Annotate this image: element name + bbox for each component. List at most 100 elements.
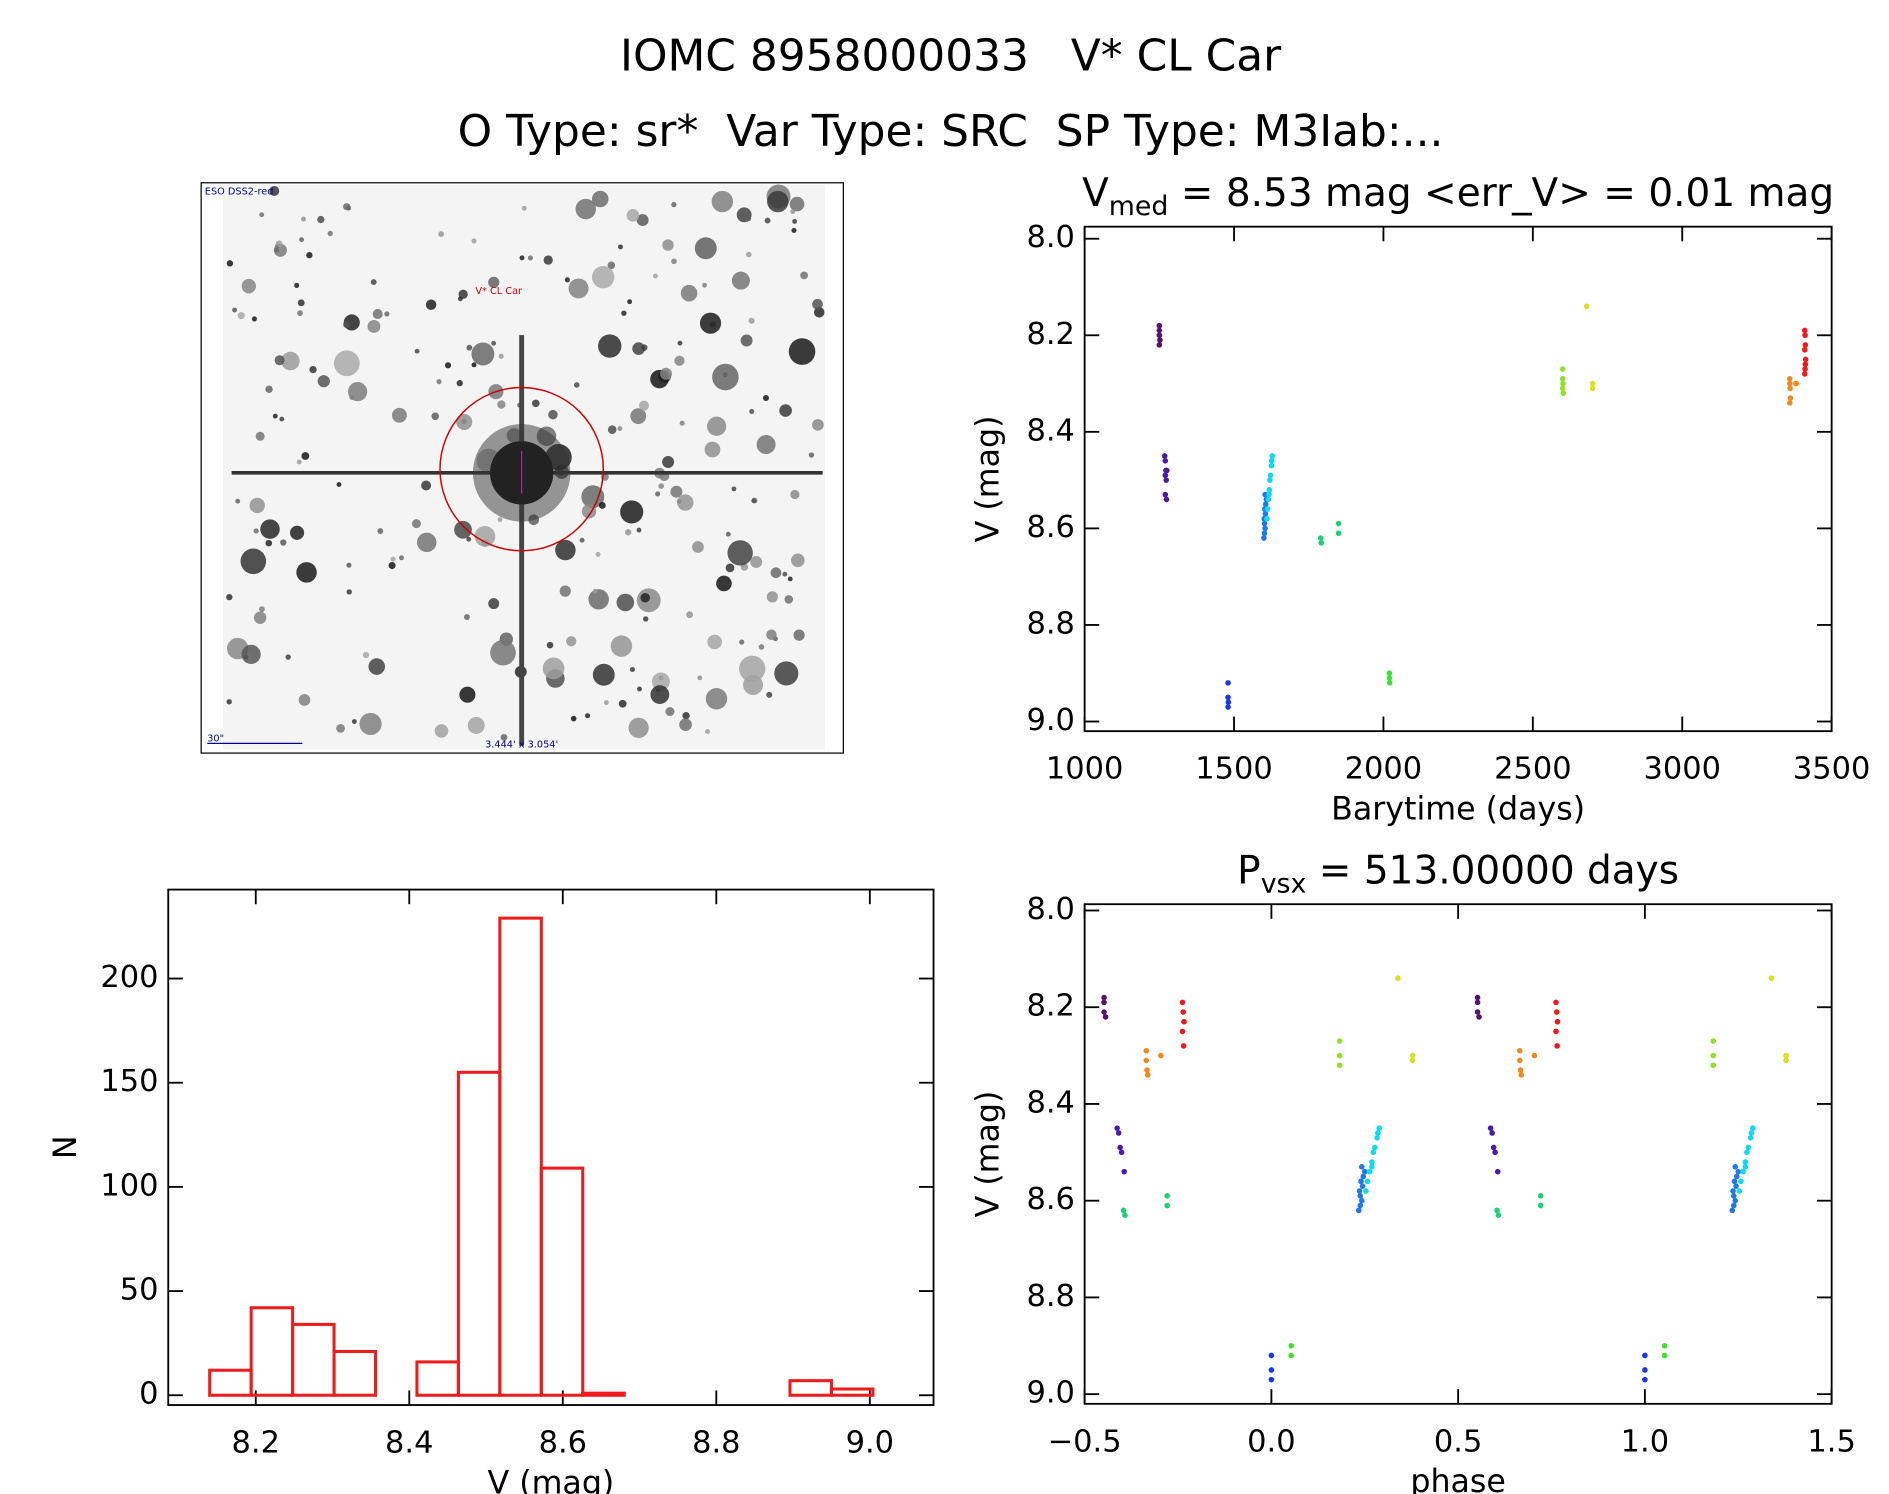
star xyxy=(750,556,763,568)
hist-bar xyxy=(456,1070,502,1397)
star xyxy=(774,661,799,686)
star xyxy=(692,541,704,553)
star xyxy=(636,214,649,227)
point xyxy=(1801,327,1808,334)
star xyxy=(677,340,683,346)
star xyxy=(756,435,776,455)
star xyxy=(241,278,256,294)
point xyxy=(1117,1144,1123,1151)
star xyxy=(789,196,805,212)
point xyxy=(1268,1367,1275,1373)
point xyxy=(1386,675,1393,681)
star xyxy=(791,227,797,233)
point xyxy=(1802,342,1809,348)
point xyxy=(1494,1168,1501,1175)
point xyxy=(1750,1125,1756,1131)
point xyxy=(1802,361,1809,368)
point xyxy=(1642,1367,1648,1373)
point xyxy=(1369,1164,1375,1170)
point xyxy=(1225,699,1232,705)
star xyxy=(679,420,685,426)
star xyxy=(767,190,789,213)
point xyxy=(1783,1057,1789,1064)
point xyxy=(1553,999,1559,1006)
point xyxy=(1156,327,1163,334)
star xyxy=(575,198,596,220)
star xyxy=(603,700,609,705)
star xyxy=(491,340,497,346)
star xyxy=(812,298,823,310)
star xyxy=(579,537,585,543)
star xyxy=(260,519,280,539)
y-tick-label: 8.2 xyxy=(1026,989,1074,1024)
star xyxy=(581,485,605,509)
y-tick-label: 0 xyxy=(139,1377,158,1412)
point xyxy=(1787,395,1794,401)
star xyxy=(500,733,508,741)
point xyxy=(1163,496,1170,503)
star xyxy=(343,321,350,329)
star xyxy=(748,317,755,324)
point xyxy=(1317,535,1324,541)
star xyxy=(686,611,693,619)
title-rest: = 513.00000 days xyxy=(1306,848,1679,893)
star xyxy=(637,686,642,692)
star xyxy=(362,651,370,659)
point xyxy=(1162,458,1169,464)
star xyxy=(592,663,615,686)
point xyxy=(1144,1067,1150,1073)
x-axis-label: Barytime (days) xyxy=(1331,791,1585,827)
star xyxy=(384,311,390,317)
star xyxy=(490,639,516,666)
star xyxy=(671,258,677,265)
point xyxy=(1492,1149,1498,1156)
point xyxy=(1409,1052,1416,1059)
star xyxy=(269,185,280,196)
point xyxy=(1583,303,1590,310)
point xyxy=(1642,1352,1648,1359)
star xyxy=(694,237,717,260)
title-sub: med xyxy=(1109,191,1169,222)
star xyxy=(636,527,642,533)
star xyxy=(532,399,540,408)
x-tick-label: 1000 xyxy=(1046,752,1124,787)
point xyxy=(1560,380,1566,387)
star xyxy=(680,284,698,302)
star xyxy=(766,629,777,641)
star xyxy=(436,379,442,385)
point xyxy=(1357,1202,1364,1209)
star xyxy=(570,715,577,722)
star xyxy=(782,571,788,577)
star xyxy=(640,592,650,603)
star xyxy=(474,525,496,547)
star xyxy=(740,334,753,347)
star xyxy=(679,718,692,732)
point xyxy=(1710,1052,1717,1059)
star xyxy=(670,485,683,498)
star xyxy=(251,316,257,322)
star xyxy=(296,562,317,583)
point xyxy=(1732,1164,1739,1170)
x-tick-label: 1.0 xyxy=(1621,1424,1669,1459)
point xyxy=(1268,458,1275,464)
point xyxy=(1164,1193,1170,1199)
point xyxy=(1516,1057,1523,1064)
point xyxy=(1740,1168,1746,1175)
star xyxy=(411,519,421,529)
star xyxy=(790,553,805,568)
star xyxy=(705,729,710,734)
point xyxy=(1225,680,1231,686)
star xyxy=(568,278,589,299)
star xyxy=(346,589,352,595)
point xyxy=(1266,491,1272,498)
x-tick-label: 2500 xyxy=(1494,752,1572,787)
title-main: V xyxy=(1082,170,1109,215)
star xyxy=(739,639,745,645)
y-tick-label: 8.0 xyxy=(1026,220,1074,255)
point xyxy=(1802,366,1808,372)
star xyxy=(699,312,722,334)
star xyxy=(630,408,647,425)
point xyxy=(1162,472,1169,479)
point xyxy=(1733,1183,1739,1189)
point xyxy=(1101,1009,1107,1015)
